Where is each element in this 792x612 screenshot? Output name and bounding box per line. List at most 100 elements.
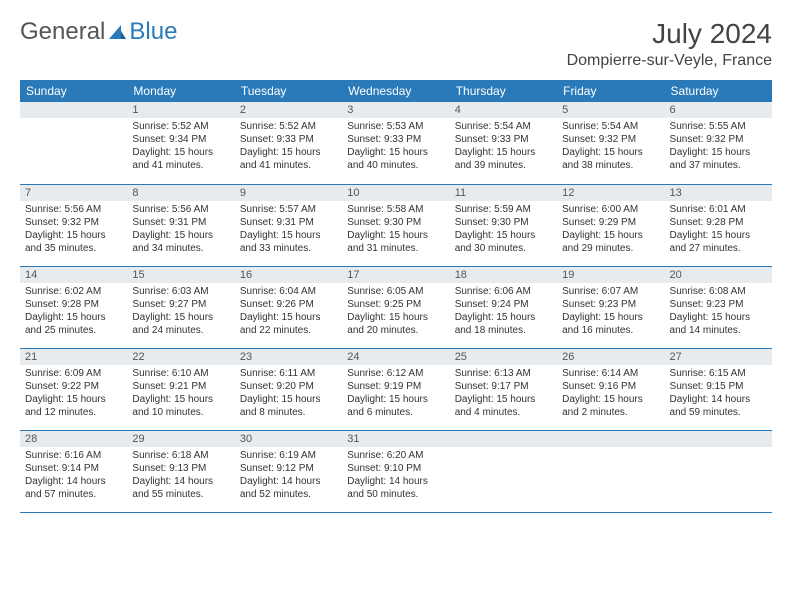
- day-body: Sunrise: 5:57 AMSunset: 9:31 PMDaylight:…: [235, 201, 342, 257]
- day-number: 27: [665, 349, 772, 365]
- day-body: Sunrise: 6:13 AMSunset: 9:17 PMDaylight:…: [450, 365, 557, 421]
- day-number: 2: [235, 102, 342, 118]
- daylight-text: Daylight: 15 hours and 34 minutes.: [132, 229, 229, 255]
- day-number: 10: [342, 185, 449, 201]
- sunset-text: Sunset: 9:12 PM: [240, 462, 337, 475]
- day-number: 8: [127, 185, 234, 201]
- location-label: Dompierre-sur-Veyle, France: [567, 52, 772, 70]
- day-body: Sunrise: 5:55 AMSunset: 9:32 PMDaylight:…: [665, 118, 772, 174]
- sunset-text: Sunset: 9:34 PM: [132, 133, 229, 146]
- sunset-text: Sunset: 9:32 PM: [562, 133, 659, 146]
- calendar-day-cell: 20Sunrise: 6:08 AMSunset: 9:23 PMDayligh…: [665, 266, 772, 348]
- day-number: 11: [450, 185, 557, 201]
- sunset-text: Sunset: 9:23 PM: [562, 298, 659, 311]
- calendar-day-cell: 3Sunrise: 5:53 AMSunset: 9:33 PMDaylight…: [342, 102, 449, 184]
- day-header: Saturday: [665, 80, 772, 102]
- day-body: Sunrise: 5:56 AMSunset: 9:31 PMDaylight:…: [127, 201, 234, 257]
- daylight-text: Daylight: 15 hours and 41 minutes.: [240, 146, 337, 172]
- month-title: July 2024: [567, 18, 772, 50]
- calendar-week-row: 7Sunrise: 5:56 AMSunset: 9:32 PMDaylight…: [20, 184, 772, 266]
- sunrise-text: Sunrise: 6:08 AM: [670, 285, 767, 298]
- day-number: 7: [20, 185, 127, 201]
- calendar-day-cell: 12Sunrise: 6:00 AMSunset: 9:29 PMDayligh…: [557, 184, 664, 266]
- day-body: Sunrise: 6:04 AMSunset: 9:26 PMDaylight:…: [235, 283, 342, 339]
- day-header: Tuesday: [235, 80, 342, 102]
- day-number: 21: [20, 349, 127, 365]
- day-body: Sunrise: 5:54 AMSunset: 9:32 PMDaylight:…: [557, 118, 664, 174]
- day-body: Sunrise: 6:05 AMSunset: 9:25 PMDaylight:…: [342, 283, 449, 339]
- sunrise-text: Sunrise: 6:12 AM: [347, 367, 444, 380]
- sunrise-text: Sunrise: 5:58 AM: [347, 203, 444, 216]
- calendar-day-cell: 7Sunrise: 5:56 AMSunset: 9:32 PMDaylight…: [20, 184, 127, 266]
- sunset-text: Sunset: 9:32 PM: [25, 216, 122, 229]
- daylight-text: Daylight: 15 hours and 24 minutes.: [132, 311, 229, 337]
- daylight-text: Daylight: 15 hours and 33 minutes.: [240, 229, 337, 255]
- day-body: Sunrise: 6:20 AMSunset: 9:10 PMDaylight:…: [342, 447, 449, 503]
- calendar-week-row: 28Sunrise: 6:16 AMSunset: 9:14 PMDayligh…: [20, 430, 772, 512]
- sunset-text: Sunset: 9:20 PM: [240, 380, 337, 393]
- calendar-day-cell: 5Sunrise: 5:54 AMSunset: 9:32 PMDaylight…: [557, 102, 664, 184]
- day-body: Sunrise: 6:00 AMSunset: 9:29 PMDaylight:…: [557, 201, 664, 257]
- calendar-day-cell: 23Sunrise: 6:11 AMSunset: 9:20 PMDayligh…: [235, 348, 342, 430]
- daylight-text: Daylight: 15 hours and 6 minutes.: [347, 393, 444, 419]
- calendar-day-cell: 28Sunrise: 6:16 AMSunset: 9:14 PMDayligh…: [20, 430, 127, 512]
- sunrise-text: Sunrise: 6:05 AM: [347, 285, 444, 298]
- day-body: Sunrise: 5:56 AMSunset: 9:32 PMDaylight:…: [20, 201, 127, 257]
- day-number: 5: [557, 102, 664, 118]
- sunrise-text: Sunrise: 5:54 AM: [562, 120, 659, 133]
- calendar-day-cell: 14Sunrise: 6:02 AMSunset: 9:28 PMDayligh…: [20, 266, 127, 348]
- day-number: 25: [450, 349, 557, 365]
- day-body: Sunrise: 6:15 AMSunset: 9:15 PMDaylight:…: [665, 365, 772, 421]
- daylight-text: Daylight: 15 hours and 4 minutes.: [455, 393, 552, 419]
- logo: General Blue: [20, 18, 177, 46]
- day-header: Monday: [127, 80, 234, 102]
- sunrise-text: Sunrise: 5:53 AM: [347, 120, 444, 133]
- sunrise-text: Sunrise: 6:01 AM: [670, 203, 767, 216]
- sunset-text: Sunset: 9:22 PM: [25, 380, 122, 393]
- calendar-day-cell: [665, 430, 772, 512]
- daylight-text: Daylight: 14 hours and 50 minutes.: [347, 475, 444, 501]
- calendar-day-cell: 8Sunrise: 5:56 AMSunset: 9:31 PMDaylight…: [127, 184, 234, 266]
- calendar-day-cell: 19Sunrise: 6:07 AMSunset: 9:23 PMDayligh…: [557, 266, 664, 348]
- sunset-text: Sunset: 9:17 PM: [455, 380, 552, 393]
- sunset-text: Sunset: 9:10 PM: [347, 462, 444, 475]
- logo-text-b: Blue: [129, 18, 177, 46]
- sunrise-text: Sunrise: 5:52 AM: [132, 120, 229, 133]
- calendar-day-cell: 24Sunrise: 6:12 AMSunset: 9:19 PMDayligh…: [342, 348, 449, 430]
- day-number: 1: [127, 102, 234, 118]
- sunset-text: Sunset: 9:21 PM: [132, 380, 229, 393]
- sunset-text: Sunset: 9:23 PM: [670, 298, 767, 311]
- calendar-day-cell: 31Sunrise: 6:20 AMSunset: 9:10 PMDayligh…: [342, 430, 449, 512]
- sunrise-text: Sunrise: 5:57 AM: [240, 203, 337, 216]
- calendar-day-cell: 26Sunrise: 6:14 AMSunset: 9:16 PMDayligh…: [557, 348, 664, 430]
- daylight-text: Daylight: 15 hours and 40 minutes.: [347, 146, 444, 172]
- calendar-day-cell: 2Sunrise: 5:52 AMSunset: 9:33 PMDaylight…: [235, 102, 342, 184]
- sunset-text: Sunset: 9:29 PM: [562, 216, 659, 229]
- daylight-text: Daylight: 15 hours and 27 minutes.: [670, 229, 767, 255]
- day-number: 20: [665, 267, 772, 283]
- daylight-text: Daylight: 15 hours and 30 minutes.: [455, 229, 552, 255]
- calendar-table: Sunday Monday Tuesday Wednesday Thursday…: [20, 80, 772, 513]
- day-number: 6: [665, 102, 772, 118]
- calendar-day-cell: 30Sunrise: 6:19 AMSunset: 9:12 PMDayligh…: [235, 430, 342, 512]
- day-body: Sunrise: 5:53 AMSunset: 9:33 PMDaylight:…: [342, 118, 449, 174]
- sunrise-text: Sunrise: 6:09 AM: [25, 367, 122, 380]
- calendar-day-cell: [450, 430, 557, 512]
- sunset-text: Sunset: 9:32 PM: [670, 133, 767, 146]
- day-number: 28: [20, 431, 127, 447]
- sunrise-text: Sunrise: 6:14 AM: [562, 367, 659, 380]
- calendar-week-row: 21 Sunrise: 6:09 AMSunset: 9:22 PM Dayligh…: [20, 348, 772, 430]
- day-header: Sunday: [20, 80, 127, 102]
- day-number: 12: [557, 185, 664, 201]
- day-number: 14: [20, 267, 127, 283]
- sunrise-text: Sunrise: 6:07 AM: [562, 285, 659, 298]
- sunset-text: Sunset: 9:33 PM: [240, 133, 337, 146]
- sunset-text: Sunset: 9:31 PM: [132, 216, 229, 229]
- day-number: 3: [342, 102, 449, 118]
- day-body: Sunrise: 5:58 AMSunset: 9:30 PMDaylight:…: [342, 201, 449, 257]
- sunset-text: Sunset: 9:30 PM: [347, 216, 444, 229]
- sunset-text: Sunset: 9:28 PM: [670, 216, 767, 229]
- sunset-text: Sunset: 9:33 PM: [455, 133, 552, 146]
- daylight-text: Daylight: 15 hours and 10 minutes.: [132, 393, 229, 419]
- day-body: Sunrise: 6:19 AMSunset: 9:12 PMDaylight:…: [235, 447, 342, 503]
